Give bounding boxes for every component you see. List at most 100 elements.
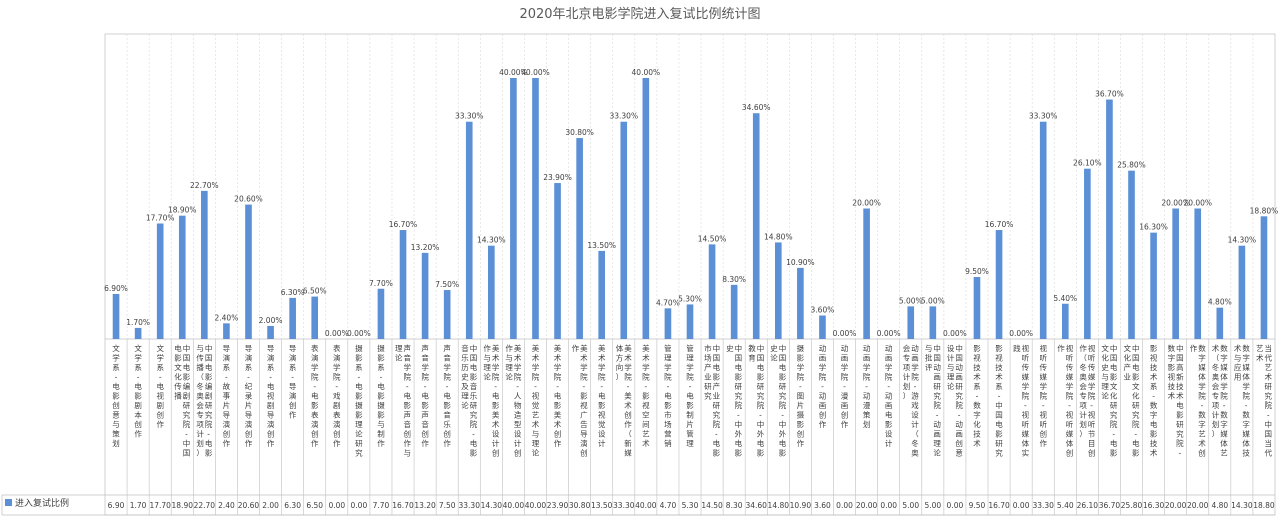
table-value: 26.10 xyxy=(1077,501,1099,510)
category-label-char: 院 xyxy=(713,419,721,429)
category-label-char: 字 xyxy=(1242,419,1250,429)
category-label-char: 听 xyxy=(1039,354,1047,363)
table-value: 4.70 xyxy=(660,501,677,510)
category-label-char: 计 xyxy=(1212,410,1220,420)
category-label-char: 论 xyxy=(532,448,540,458)
category-label-char: 导 xyxy=(245,344,253,353)
category-label-char: 电 xyxy=(1132,362,1140,372)
category-label-char: 作 xyxy=(156,419,164,429)
category-label-char: 史 xyxy=(770,343,778,353)
category-label-char: 专 xyxy=(196,410,204,420)
category-label-char: 中 xyxy=(1110,343,1118,353)
category-label-char: 论 xyxy=(505,372,513,382)
category-label-char: 学 xyxy=(1039,381,1047,391)
data-label: 4.80% xyxy=(1208,298,1232,307)
category-label-char: 院 xyxy=(624,372,632,382)
category-label-char: 院 xyxy=(933,400,941,410)
category-label-char: 术 xyxy=(642,438,650,448)
category-label-char: 画 xyxy=(841,401,849,410)
table-value: 0.00 xyxy=(328,501,345,510)
category-label-char: 数 xyxy=(1220,410,1228,420)
category-label-char: 影 xyxy=(580,391,588,401)
category-label-char: 院 xyxy=(404,372,412,382)
category-label-column: 作（冬奥会专项计划） xyxy=(1079,343,1087,439)
data-label: 13.50% xyxy=(587,241,616,250)
category-label-char: 电 xyxy=(174,343,182,353)
category-label-char: 画 xyxy=(885,354,893,363)
category-label-char: 漫 xyxy=(863,400,871,410)
category-label-char: 演 xyxy=(311,419,319,429)
category-label: 声音学院-电影声音创作 xyxy=(421,343,429,448)
category-label-char: 演 xyxy=(267,419,275,429)
category-label-char: 听 xyxy=(1088,420,1096,429)
category-label-column: 文学系-电视剧创作 xyxy=(156,343,164,429)
data-label: 5.40% xyxy=(1053,294,1077,303)
category-label-column: 数字媒体学院-数字媒体艺 xyxy=(1220,343,1228,458)
category-label-char: 划 xyxy=(903,381,911,391)
table-value: 40.00 xyxy=(635,501,657,510)
category-label-char: 美 xyxy=(554,410,562,420)
table-value: 8.30 xyxy=(726,501,743,510)
category-label-char: 电 xyxy=(885,410,893,420)
category-label-char: 创 xyxy=(404,429,412,439)
category-label-char: 技 xyxy=(973,429,981,439)
category-label-char: - xyxy=(865,382,868,391)
category-label: 动画学院-动画创作 xyxy=(819,343,827,429)
category-label-char: 院 xyxy=(1264,400,1272,410)
category-label-char: 研 xyxy=(1176,420,1184,429)
category-label-column: 美术学院-视觉艺术与理论 xyxy=(532,343,540,458)
category-label-char: 术 xyxy=(532,353,540,363)
category-labels: 文学系-电影创意与策划文学系-电影剧本创作文学系-电视剧创作中国电影编剧研究院-… xyxy=(112,343,1272,458)
category-label-char: - xyxy=(600,382,603,391)
legend-key xyxy=(5,499,12,506)
category-label-char: 中 xyxy=(713,343,721,353)
category-label-char: 产 xyxy=(704,362,712,372)
category-label-char: 作 xyxy=(841,419,849,429)
category-label-column: 中国动画研究院-动画理论 xyxy=(933,343,941,458)
data-label: 23.90% xyxy=(543,173,572,182)
category-label-char: 播 xyxy=(196,362,204,372)
category-label-char: 系 xyxy=(1150,381,1158,391)
data-label: 18.80% xyxy=(1250,206,1279,215)
category-label-char: 术 xyxy=(973,372,981,382)
category-label-char: 声 xyxy=(404,410,412,420)
category-label-column: 中国电影文化研究院-电影 xyxy=(1132,343,1140,458)
category-label-char: 文 xyxy=(156,343,164,353)
category-label-column: 与批评 xyxy=(925,344,933,372)
category-label-char: 究 xyxy=(757,391,765,401)
category-label-char: 作 xyxy=(134,429,142,439)
category-label-char: 剧 xyxy=(183,392,191,401)
category-label-char: 学 xyxy=(333,362,341,372)
data-label: 6.30% xyxy=(281,288,305,297)
category-label-char: 育 xyxy=(748,353,756,363)
category-label-char: 研 xyxy=(757,382,765,391)
category-label-char: 国 xyxy=(757,354,765,363)
category-label-char: 传 xyxy=(196,353,204,363)
category-label-char: 院 xyxy=(1110,419,1118,429)
category-label-char: 策 xyxy=(863,410,871,420)
category-label: 导演系-故事片导演创作 xyxy=(223,344,231,448)
category-label-char: 故 xyxy=(223,381,231,391)
table-value: 0.00 xyxy=(947,501,964,510)
category-label-char: 体 xyxy=(1220,372,1228,382)
category-label-char: - xyxy=(534,382,537,391)
category-label-column: 史 xyxy=(726,343,734,353)
bar xyxy=(201,190,208,339)
category-label-char: 术 xyxy=(624,353,632,363)
data-label: 16.70% xyxy=(985,220,1014,229)
category-label-column: 中国电影编剧研究院-电影 xyxy=(205,343,213,458)
category-label-char: - xyxy=(1201,401,1204,410)
category-label-char: 剧 xyxy=(333,401,341,410)
category-label-column: 作与理论 xyxy=(505,343,513,382)
category-label: 文学系-电影创意与策划 xyxy=(112,343,120,448)
category-label-column: 中国电影研究院-中外电影 xyxy=(735,343,743,458)
category-label-char: 理 xyxy=(1101,382,1109,391)
category-label-char: 影 xyxy=(377,391,385,401)
category-label-char: 影 xyxy=(797,353,805,363)
bar xyxy=(510,78,517,339)
